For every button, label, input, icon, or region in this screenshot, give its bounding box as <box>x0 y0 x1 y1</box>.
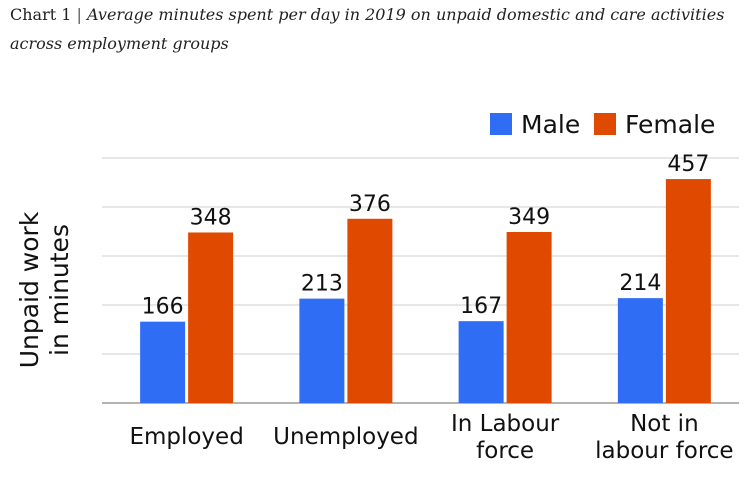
x-tick-label: Unemployed <box>273 424 418 450</box>
legend-swatch-male <box>490 113 512 135</box>
value-label: 166 <box>142 295 184 320</box>
value-label: 349 <box>508 205 550 230</box>
x-tick-labels: Employed Unemployed In Labour force Not in la… <box>129 411 733 464</box>
caption-label: Chart 1 <box>10 5 72 24</box>
x-tick-label: Not in labour force <box>595 411 733 464</box>
value-label: 348 <box>190 205 232 230</box>
chart-caption: Chart 1 | Average minutes spent per day … <box>10 0 740 58</box>
legend-label-female: Female <box>625 110 715 139</box>
x-tick-label: Employed <box>129 424 243 450</box>
bar-female-2 <box>347 218 393 403</box>
value-label: 457 <box>667 152 709 177</box>
legend: Male Female <box>490 110 715 139</box>
x-tick-label: In Labour force <box>451 411 560 464</box>
value-label: 213 <box>301 272 343 297</box>
value-labels: 166 348 213 376 167 349 214 457 <box>142 152 710 320</box>
chart-title: Average minutes spent per day in 2019 on… <box>10 5 725 53</box>
legend-swatch-female <box>594 113 616 135</box>
value-label: 214 <box>619 271 661 296</box>
caption-separator: | <box>76 5 82 24</box>
bar-male-2 <box>299 298 345 403</box>
value-label: 167 <box>460 294 502 319</box>
value-label: 376 <box>349 192 391 217</box>
bar-male-1 <box>140 321 186 403</box>
bar-female-1 <box>188 232 234 403</box>
bar-male-4 <box>617 298 663 403</box>
legend-label-male: Male <box>521 110 580 139</box>
bar-female-3 <box>506 231 552 403</box>
y-axis-label: Unpaid workin minutes <box>15 211 74 368</box>
bars <box>140 179 711 403</box>
bar-male-3 <box>458 321 504 403</box>
bar-female-4 <box>665 179 711 403</box>
